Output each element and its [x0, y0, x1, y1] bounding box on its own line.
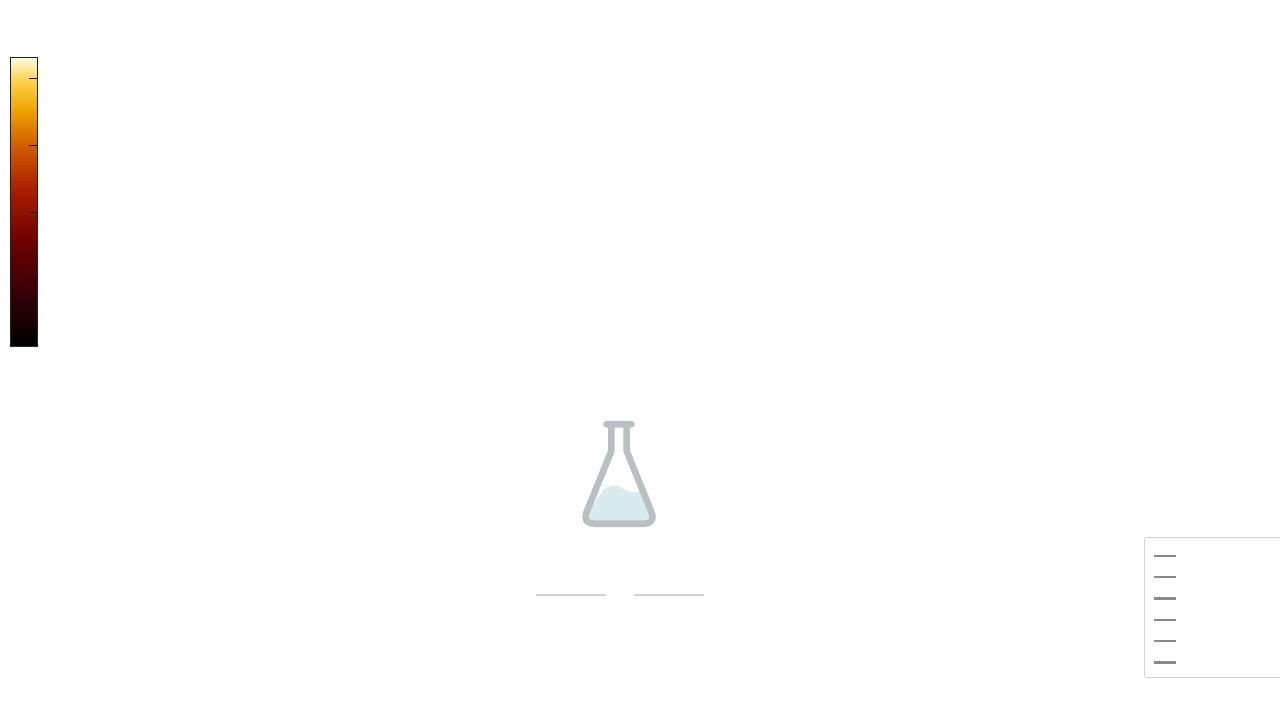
colorbar-tick: [29, 78, 38, 79]
volume-colorbar: [10, 57, 38, 347]
watermark-dash: [634, 594, 704, 596]
legend-line-swatch: [1154, 554, 1176, 557]
legend-line-swatch: [1154, 640, 1176, 643]
price-heatmap-panel: [105, 38, 1150, 350]
legend-item: [1154, 631, 1280, 652]
watermark-subtitle: [330, 594, 910, 596]
legend-item: [1154, 545, 1280, 566]
legend-line-swatch: [1154, 661, 1176, 664]
legend-item: [1154, 566, 1280, 587]
cvd-plot: [100, 368, 1135, 675]
legend-line-swatch: [1154, 618, 1176, 622]
legend-item: [1154, 652, 1280, 673]
flask-icon: [575, 418, 663, 534]
legend-item: [1154, 609, 1280, 630]
colorbar-tick: [29, 145, 38, 146]
cvd-panel: [100, 368, 1135, 675]
legend: [1144, 537, 1280, 678]
legend-item: [1154, 588, 1280, 609]
legend-line-swatch: [1154, 597, 1176, 600]
colorbar-tick: [29, 212, 38, 213]
legend-line-swatch: [1154, 575, 1176, 579]
price-heatmap-plot: [105, 38, 1150, 350]
watermark-dash: [536, 594, 606, 596]
colorbar-tick: [29, 278, 38, 279]
